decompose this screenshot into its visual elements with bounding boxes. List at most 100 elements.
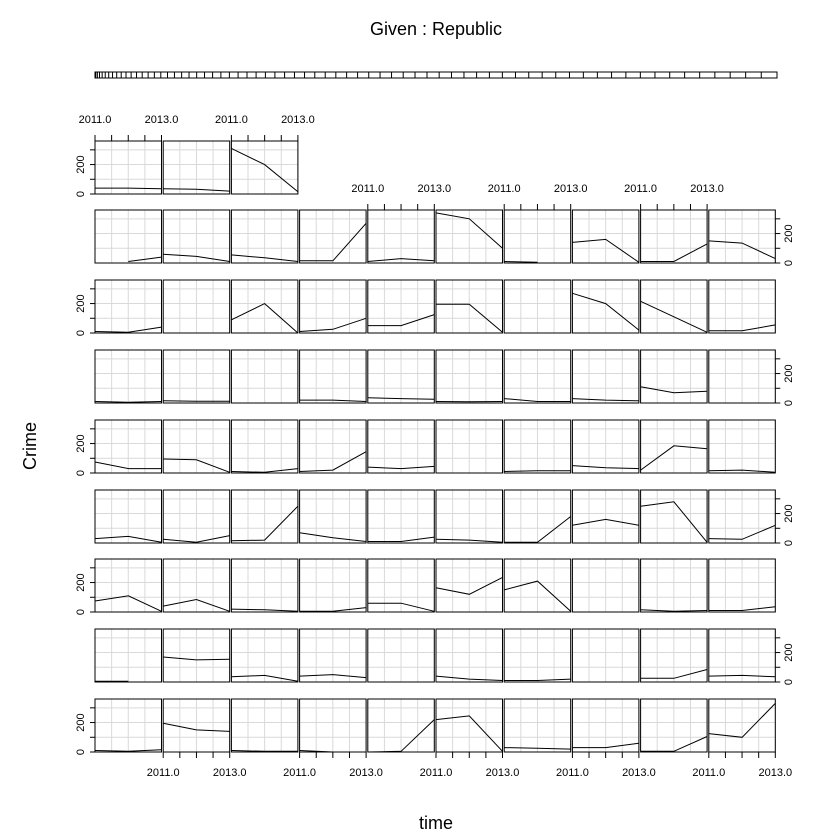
- panel: [367, 489, 435, 544]
- panel-border: [94, 628, 162, 683]
- series-line: [504, 261, 538, 263]
- series-line: [708, 469, 776, 473]
- panel-border: [230, 698, 299, 753]
- series-line: [94, 401, 162, 403]
- series-line: [572, 398, 639, 402]
- y-tick-label: 0: [75, 330, 87, 336]
- x-axis: 2011.0 2013.0: [420, 752, 519, 779]
- panel: [503, 349, 572, 404]
- series-line: [163, 253, 230, 262]
- panel-border: [503, 489, 572, 544]
- panel-border: [299, 419, 367, 474]
- panel-border: [299, 349, 367, 404]
- series-line: [708, 324, 776, 332]
- panel-row: 0 200: [75, 140, 299, 197]
- series-line: [94, 461, 162, 470]
- series-line: [367, 258, 435, 262]
- series-line: [299, 399, 367, 402]
- series-line: [640, 386, 708, 394]
- panel-border: [299, 489, 367, 544]
- panel-border: [230, 419, 299, 474]
- series-line: [94, 535, 162, 543]
- x-tick-label: 2013.0: [417, 183, 451, 195]
- panel: [435, 349, 503, 404]
- x-tick-label: 2013.0: [758, 767, 792, 779]
- panel: [708, 698, 776, 753]
- series-line: [95, 187, 162, 190]
- panel-border: [571, 628, 640, 683]
- panel-border: [367, 279, 435, 334]
- panel: [571, 558, 640, 613]
- series-line: [367, 602, 435, 612]
- x-tick-label: 2011.0: [624, 183, 657, 195]
- series-line: [94, 595, 162, 612]
- y-tick-label: 0: [783, 400, 795, 406]
- panel: [571, 698, 640, 753]
- x-tick-label: 2011.0: [420, 767, 453, 779]
- panel: [299, 558, 367, 613]
- panel-border: [230, 628, 299, 683]
- panel: [94, 279, 162, 334]
- panel: [94, 628, 162, 683]
- y-tick-label: 200: [783, 643, 795, 661]
- panel-border: [503, 419, 572, 474]
- panel: [94, 140, 162, 195]
- y-tick-label: 200: [783, 364, 795, 382]
- panel-border: [640, 489, 708, 544]
- series-line: [640, 445, 708, 471]
- given-bar: [94, 71, 778, 79]
- panel: [640, 209, 708, 264]
- panel: [367, 209, 435, 264]
- panel: [367, 628, 435, 683]
- panel: [503, 279, 572, 334]
- panel-row: 0 200: [94, 209, 795, 266]
- panel-border: [708, 628, 776, 683]
- series-line: [163, 598, 230, 612]
- series-line: [640, 736, 708, 752]
- panel-border: [503, 279, 572, 334]
- series-line: [299, 674, 367, 679]
- series-line: [163, 458, 230, 473]
- series-line: [572, 742, 639, 749]
- panel-border: [94, 698, 162, 753]
- panel-border: [503, 698, 572, 753]
- x-tick-label: 2011.0: [215, 114, 248, 126]
- panel-row: 0 200: [94, 349, 795, 406]
- panel: [435, 628, 503, 683]
- series-line: [640, 669, 708, 679]
- series-line: [231, 147, 299, 193]
- panel: [503, 209, 572, 264]
- panel-grid: 0 200 0 200 0 200 0 200 0 200 0 200 0 200 0 200 0 200 2011…: [75, 114, 795, 779]
- panel: [230, 209, 299, 264]
- panel-border: [640, 349, 708, 404]
- series-line: [163, 535, 230, 543]
- panel-border: [367, 628, 435, 683]
- series-line: [435, 212, 503, 249]
- panel: [503, 628, 572, 683]
- y-axis-label: Crime: [20, 422, 40, 470]
- panel-border: [503, 558, 572, 613]
- panel: [708, 279, 776, 334]
- panel: [299, 419, 367, 474]
- series-line: [163, 656, 230, 661]
- x-tick-label: 2011.0: [79, 114, 112, 126]
- panel: [162, 140, 231, 195]
- panel: [503, 558, 572, 613]
- series-line: [708, 240, 776, 260]
- panel: [435, 698, 503, 753]
- x-tick-label: 2013.0: [554, 183, 588, 195]
- series-line: [367, 465, 435, 470]
- panel: [94, 698, 162, 753]
- x-axis-label: time: [419, 813, 453, 833]
- panel: [435, 419, 503, 474]
- panel: [230, 349, 299, 404]
- panel-border: [640, 628, 708, 683]
- x-axis: 2011.0 2013.0: [624, 183, 724, 210]
- panel-border: [230, 558, 299, 613]
- panel-border: [571, 419, 640, 474]
- panel-border: [162, 279, 231, 334]
- panel: [162, 209, 231, 264]
- series-line: [94, 326, 162, 333]
- panel-border: [435, 628, 503, 683]
- panel-border: [230, 349, 299, 404]
